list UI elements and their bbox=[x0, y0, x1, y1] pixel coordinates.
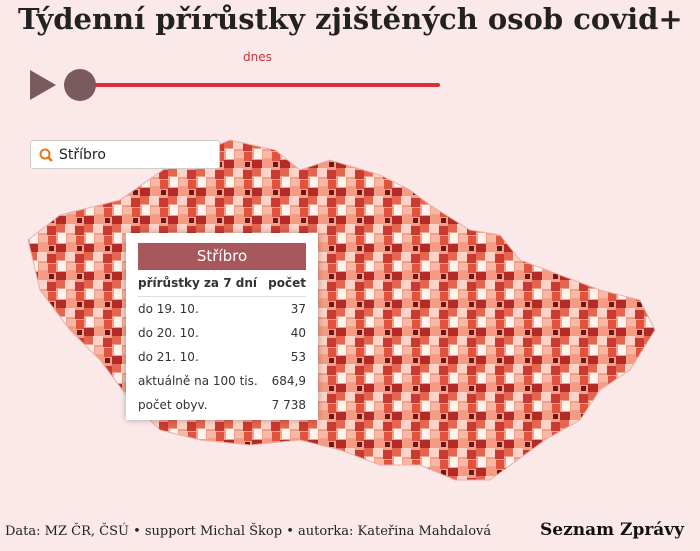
column-header: přírůstky za 7 dní bbox=[138, 270, 266, 297]
row-value: 40 bbox=[290, 326, 306, 340]
table-row: počet obyv. 7 738 bbox=[138, 393, 306, 417]
row-label: do 20. 10. bbox=[138, 326, 199, 340]
row-label: do 19. 10. bbox=[138, 302, 199, 316]
row-label: do 21. 10. bbox=[138, 350, 199, 364]
slider-handle[interactable] bbox=[64, 69, 96, 101]
row-value: 53 bbox=[290, 350, 306, 364]
tooltip: Stříbro přírůstky za 7 dní počet do 19. … bbox=[126, 233, 318, 420]
map[interactable] bbox=[27, 139, 656, 481]
table-row: do 20. 10. 40 bbox=[138, 321, 306, 345]
row-value: 7 738 bbox=[271, 398, 306, 412]
tooltip-title: Stříbro bbox=[138, 243, 306, 270]
row-value: 37 bbox=[290, 302, 306, 316]
table-row: aktuálně na 100 tis. 684,9 bbox=[138, 369, 306, 393]
row-label: aktuálně na 100 tis. bbox=[138, 374, 258, 388]
table-row: do 21. 10. 53 bbox=[138, 345, 306, 369]
search-box[interactable]: Stříbro bbox=[30, 140, 220, 169]
table-row: do 19. 10. 37 bbox=[138, 297, 306, 322]
play-button[interactable] bbox=[30, 70, 56, 100]
column-header: počet bbox=[265, 270, 306, 297]
brand: Seznam Zprávy bbox=[540, 520, 685, 540]
credits: Data: MZ ČR, ČSÚ • support Michal Škop •… bbox=[5, 524, 492, 539]
row-value: 684,9 bbox=[271, 374, 306, 388]
tooltip-table: přírůstky za 7 dní počet do 19. 10. 37 do … bbox=[138, 270, 306, 417]
row-label: počet obyv. bbox=[138, 398, 208, 412]
title: Týdenní přírůstky zjištěných osob covid+ bbox=[18, 2, 683, 36]
search-icon bbox=[39, 148, 53, 162]
slider-label: dnes bbox=[243, 50, 272, 64]
search-value: Stříbro bbox=[59, 147, 106, 163]
